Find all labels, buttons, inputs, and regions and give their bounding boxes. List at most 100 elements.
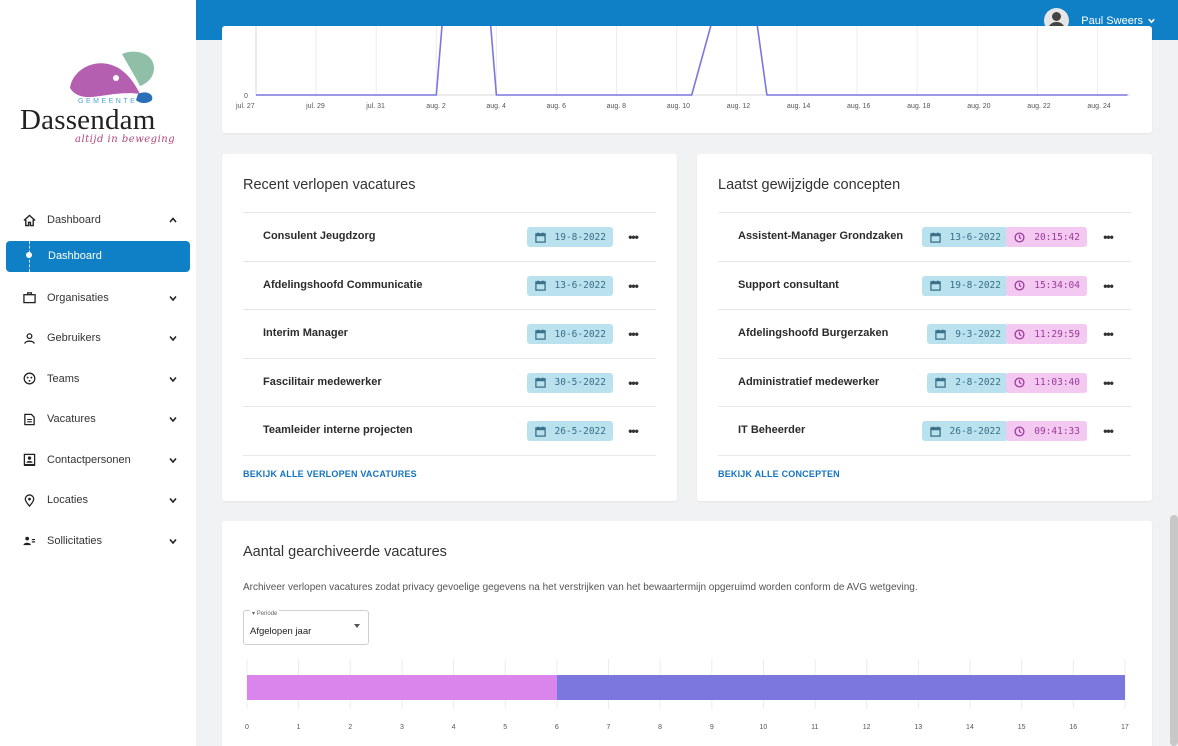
date-badge: 19-8-2022	[921, 275, 1008, 296]
sidebar-item-label: Sollicitaties	[47, 534, 103, 547]
activity-chart-card: jul. 27 jul. 29 jul. 31 aug. 2 aug. 4 aug. 6 a…	[222, 0, 1152, 133]
expired-list: Consulent Jeugdzorg 19-8-2022 ••• Afdeli…	[243, 212, 656, 456]
concept-name: IT Beheerder	[738, 424, 806, 436]
x-tick-label: aug. 14	[787, 103, 810, 110]
time-text: 20:15:42	[1034, 231, 1080, 243]
team-icon	[22, 372, 36, 386]
date-text: 10-6-2022	[554, 328, 606, 340]
list-item[interactable]: Consulent Jeugdzorg 19-8-2022 •••	[243, 213, 656, 262]
x-tick-label: aug. 12	[727, 103, 750, 110]
dassendam-logo[interactable]: GEMEENTE Dassendam altijd in beweging	[18, 48, 183, 158]
date-text: 19-8-2022	[554, 231, 606, 243]
more-icon[interactable]: •••	[1103, 375, 1114, 390]
card-title: Aantal gearchiveerde vacatures	[243, 544, 447, 560]
more-icon[interactable]: •••	[1103, 230, 1114, 244]
time-text: 09:41:33	[1034, 425, 1080, 437]
sidebar: GEMEENTE Dassendam altijd in beweging Da…	[0, 0, 196, 746]
last-concepts-card: Laatst gewijzigde concepten Assistent-Ma…	[697, 154, 1152, 501]
sidebar-item-vacatures[interactable]: Vacatures	[0, 399, 196, 440]
period-select[interactable]: ▾ Periode Afgelopen jaar	[243, 610, 369, 645]
more-icon[interactable]: •••	[628, 375, 639, 390]
sidebar-item-label: Locaties	[47, 494, 88, 507]
list-item[interactable]: Teamleider interne projecten 26-5-2022 •…	[243, 407, 656, 456]
sidebar-item-dashboard-group[interactable]: Dashboard	[0, 200, 196, 241]
more-icon[interactable]: •••	[628, 327, 639, 341]
x-tick-label: aug. 22	[1027, 103, 1050, 110]
x-tick-label: 15	[1018, 724, 1026, 731]
dot-icon	[26, 251, 32, 258]
contact-card-icon	[22, 453, 36, 467]
time-badge: 20:15:42	[1006, 227, 1087, 247]
chevron-down-icon	[168, 414, 178, 424]
sidebar-item-locaties[interactable]: Locaties	[0, 480, 196, 521]
date-badge: 13-6-2022	[921, 227, 1008, 247]
x-tick-label: 17	[1121, 724, 1129, 731]
x-tick-label: 9	[710, 724, 714, 731]
more-icon[interactable]: •••	[628, 424, 639, 438]
logo-graphic	[70, 51, 154, 103]
archived-bar-chart: 0 1 2 3 4 5 6 7 8 9 10 11 12 13 14 15 16 17	[245, 659, 1129, 731]
list-item[interactable]: Interim Manager 10-6-2022 •••	[243, 310, 656, 359]
archived-card: Aantal gearchiveerde vacatures Archiveer…	[222, 521, 1152, 746]
more-icon[interactable]: •••	[1103, 424, 1114, 438]
date-text: 9-3-2022	[955, 328, 1001, 340]
list-item[interactable]: Afdelingshoofd Communicatie 13-6-2022 ••…	[243, 262, 656, 310]
logo-tagline: altijd in beweging	[75, 134, 176, 145]
date-text: 26-5-2022	[554, 425, 606, 437]
archived-description: Archiveer verlopen vacatures zodat priva…	[243, 582, 918, 593]
x-tick-label: aug. 20	[967, 103, 990, 110]
list-item[interactable]: Support consultant 19-8-2022 15:34:04 ••…	[718, 262, 1131, 310]
time-text: 15:34:04	[1034, 280, 1080, 291]
list-item[interactable]: IT Beheerder 26-8-2022 09:41:33 •••	[718, 407, 1131, 456]
date-badge: 2-8-2022	[927, 372, 1008, 393]
list-item[interactable]: Afdelingshoofd Burgerzaken 9-3-2022 11:2…	[718, 310, 1131, 359]
sidebar-item-contactpersonen[interactable]: Contactpersonen	[0, 440, 196, 481]
list-item[interactable]: Fascilitair medewerker 30-5-2022 •••	[243, 359, 656, 407]
calendar-icon	[534, 280, 546, 291]
x-tick-label: aug. 6	[547, 103, 567, 110]
more-icon[interactable]: •••	[1103, 278, 1114, 293]
sidebar-item-label: Organisaties	[47, 291, 109, 304]
x-tick-label: 3	[400, 724, 404, 731]
logo-name: Dassendam	[20, 104, 156, 136]
date-text: 26-8-2022	[949, 425, 1001, 437]
sidebar-item-teams[interactable]: Teams	[0, 359, 196, 400]
x-tick-label: aug. 2	[426, 103, 446, 110]
home-icon	[22, 213, 36, 227]
sidebar-item-label: Dashboard	[47, 214, 101, 227]
sidebar-nav: Dashboard Dashboard Organisaties Gebruik…	[0, 200, 196, 561]
sidebar-item-sollicitaties[interactable]: Sollicitaties	[0, 521, 196, 562]
more-icon[interactable]: •••	[628, 230, 639, 244]
x-tick-label: 14	[966, 724, 974, 731]
calendar-icon	[929, 425, 941, 437]
date-text: 13-6-2022	[949, 231, 1001, 243]
sidebar-item-label: Gebruikers	[47, 332, 101, 345]
view-all-concepts-link[interactable]: BEKIJK ALLE CONCEPTEN	[718, 469, 840, 479]
chevron-down-icon	[168, 495, 178, 505]
chevron-down-icon	[168, 374, 178, 384]
view-all-expired-link[interactable]: BEKIJK ALLE VERLOPEN VACATURES	[243, 469, 417, 479]
card-title: Recent verlopen vacatures	[243, 177, 416, 193]
recent-expired-card: Recent verlopen vacatures Consulent Jeug…	[222, 154, 677, 501]
list-item[interactable]: Assistent-Manager Grondzaken 13-6-2022 2…	[718, 213, 1131, 262]
vacancy-name: Teamleider interne projecten	[263, 424, 413, 436]
document-icon	[22, 412, 36, 426]
sidebar-item-organisaties[interactable]: Organisaties	[0, 278, 196, 319]
date-badge: 30-5-2022	[526, 372, 613, 393]
period-select-label: ▾ Periode	[250, 610, 280, 617]
time-badge: 11:03:40	[1006, 372, 1087, 393]
x-tick-label: 1	[297, 724, 301, 731]
chevron-down-icon	[168, 333, 178, 343]
x-tick-label: jul. 31	[365, 103, 385, 110]
more-icon[interactable]: •••	[1103, 327, 1114, 341]
sidebar-item-dashboard[interactable]: Dashboard	[6, 240, 190, 272]
time-badge: 11:29:59	[1006, 324, 1087, 344]
more-icon[interactable]: •••	[628, 278, 639, 293]
list-item[interactable]: Administratief medewerker 2-8-2022 11:03…	[718, 359, 1131, 407]
x-tick-label: 12	[863, 724, 871, 731]
vacancy-name: Afdelingshoofd Communicatie	[263, 278, 423, 291]
sidebar-item-gebruikers[interactable]: Gebruikers	[0, 318, 196, 359]
scrollbar[interactable]	[1170, 515, 1178, 746]
sidebar-item-label: Vacatures	[47, 413, 96, 426]
sidebar-item-label: Contactpersonen	[47, 453, 131, 466]
